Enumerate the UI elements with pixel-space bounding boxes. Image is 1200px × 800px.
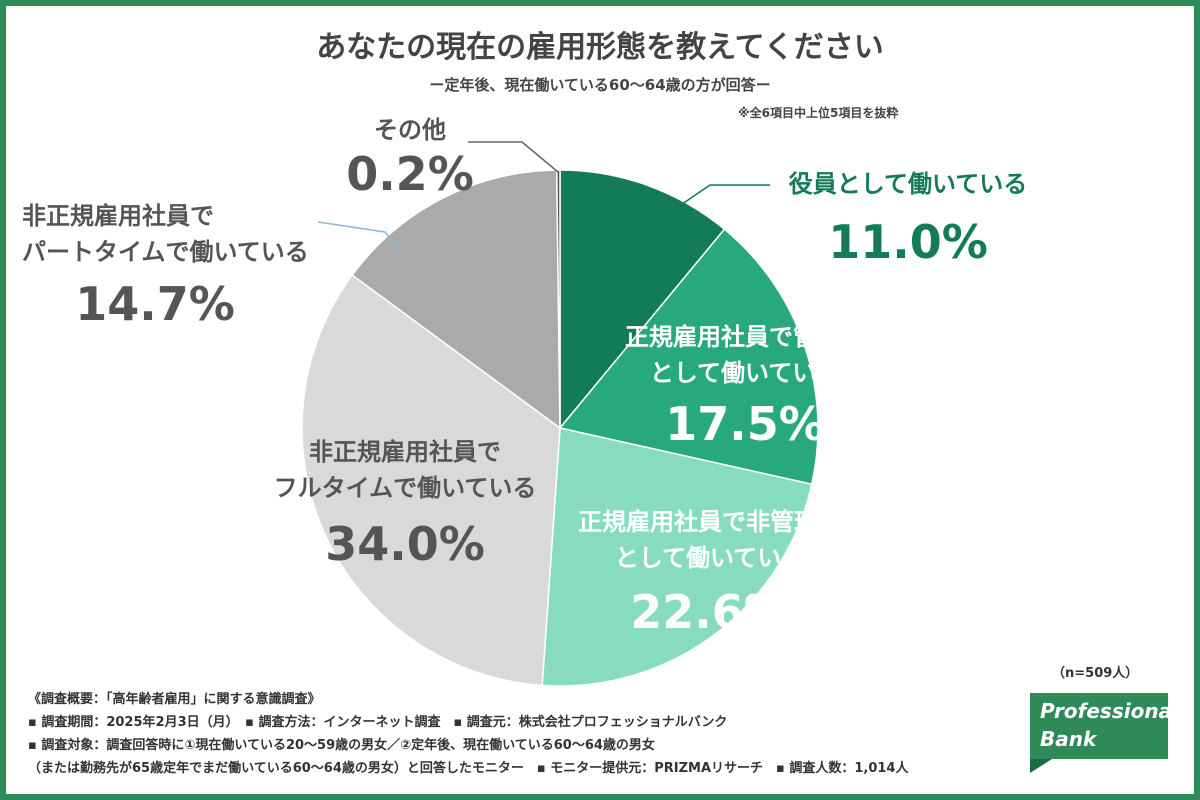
- slice-label-fulltime-line-2: フルタイムで働いている: [274, 474, 537, 502]
- slice-value-manager: 17.5%: [665, 397, 825, 451]
- slice-value-officer: 11.0%: [828, 215, 988, 269]
- slice-value-other: 0.2%: [346, 147, 474, 201]
- sample-size: （n=509人）: [1052, 666, 1139, 681]
- leader-line-other: [468, 141, 559, 173]
- chart-title: あなたの現在の雇用形態を教えてください: [316, 30, 884, 65]
- slice-label-parttime-line-1: 非正規雇用社員で: [22, 202, 214, 230]
- pie-slice-officer: [559, 169, 726, 431]
- slice-label-fulltime-line-1: 非正規雇用社員で: [309, 438, 501, 466]
- survey-target-line-2: （または勤務先が65歳定年でまだ働いている60〜64歳の男女）と回答したモニター…: [28, 761, 909, 776]
- extract-note: ※全6項目中上位5項目を抜粋: [738, 106, 899, 120]
- pie-slice-non-manager: [541, 427, 813, 687]
- slice-value-fulltime: 34.0%: [325, 517, 485, 571]
- survey-target-line: ▪ 調査対象：調査回答時に①現在働いている20〜59歳の男女／②定年後、現在働い…: [28, 738, 655, 753]
- slice-label-officer-line-1: 役員として働いている: [789, 170, 1028, 198]
- professional-bank-logo: Professional Bank: [1030, 693, 1179, 779]
- chart-subtitle: ー定年後、現在働いている60〜64歳の方が回答ー: [429, 76, 771, 94]
- survey-overview-heading: 《調査概要：「高年齢者雇用」に関する意識調査》: [28, 692, 321, 707]
- survey-overview: 《調査概要：「高年齢者雇用」に関する意識調査》 ▪ 調査期間：2025年2月3日…: [28, 688, 1008, 780]
- slice-label-parttime-line-2: パートタイムで働いている: [22, 238, 309, 266]
- leader-line-officer: [626, 184, 770, 243]
- survey-period-line: ▪ 調査期間：2025年2月3日（月） ▪ 調査方法：インターネット調査 ▪ 調…: [28, 715, 728, 730]
- logo-box: Professional Bank: [1030, 693, 1179, 759]
- logo-tail: [1030, 759, 1052, 773]
- slice-label-other-line-1: その他: [374, 116, 446, 144]
- slice-label-non-manager-line-2: として働いている: [615, 544, 806, 572]
- slice-label-manager-line-1: 正規雇用社員で管理職: [625, 323, 865, 351]
- pie-slice-fulltime: [301, 273, 561, 687]
- logo-line-1: Professional: [1040, 699, 1179, 723]
- pie-slice-manager: [558, 228, 819, 486]
- slice-label-manager-line-2: として働いている: [650, 359, 841, 387]
- leader-line-parttime: [317, 221, 411, 263]
- slice-value-parttime: 14.7%: [75, 277, 235, 331]
- pie-slice-parttime: [351, 169, 561, 430]
- slice-value-non-manager: 22.6%: [630, 585, 790, 639]
- logo-line-2: Bank: [1040, 727, 1097, 751]
- slice-label-non-manager-line-1: 正規雇用社員で非管理職: [578, 508, 842, 536]
